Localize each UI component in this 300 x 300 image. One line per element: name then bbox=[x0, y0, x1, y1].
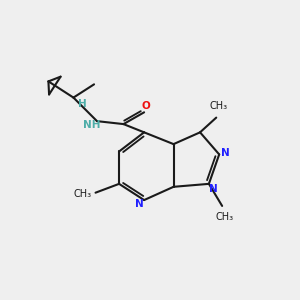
Text: N: N bbox=[135, 199, 144, 209]
Text: CH₃: CH₃ bbox=[74, 189, 92, 199]
Text: CH₃: CH₃ bbox=[215, 212, 234, 222]
Text: CH₃: CH₃ bbox=[209, 101, 228, 111]
Text: H: H bbox=[78, 99, 87, 109]
Text: N: N bbox=[221, 148, 230, 158]
Text: N: N bbox=[209, 184, 218, 194]
Text: O: O bbox=[141, 101, 150, 111]
Text: NH: NH bbox=[83, 120, 101, 130]
